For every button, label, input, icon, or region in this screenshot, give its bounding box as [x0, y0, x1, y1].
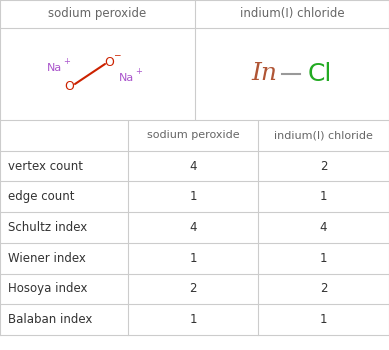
Text: Balaban index: Balaban index — [8, 313, 92, 326]
Text: 4: 4 — [189, 221, 197, 234]
Text: sodium peroxide: sodium peroxide — [147, 130, 239, 140]
Text: −: − — [113, 50, 121, 60]
Text: Na: Na — [47, 63, 63, 73]
Text: In: In — [251, 63, 277, 85]
Text: Hosoya index: Hosoya index — [8, 282, 88, 295]
Text: Wiener index: Wiener index — [8, 252, 86, 265]
Text: vertex count: vertex count — [8, 160, 83, 173]
Text: sodium peroxide: sodium peroxide — [48, 7, 147, 21]
Text: 1: 1 — [189, 313, 197, 326]
Text: 1: 1 — [189, 252, 197, 265]
Text: +: + — [135, 66, 142, 76]
Text: +: + — [63, 56, 70, 65]
Text: 4: 4 — [189, 160, 197, 173]
Text: O: O — [64, 79, 74, 92]
Text: 4: 4 — [320, 221, 327, 234]
Text: Schultz index: Schultz index — [8, 221, 87, 234]
Text: 2: 2 — [189, 282, 197, 295]
Text: 2: 2 — [320, 160, 327, 173]
Text: 2: 2 — [320, 282, 327, 295]
Text: indium(I) chloride: indium(I) chloride — [274, 130, 373, 140]
Text: O: O — [104, 56, 114, 69]
Text: 1: 1 — [189, 190, 197, 203]
Text: Na: Na — [119, 73, 135, 83]
Text: Cl: Cl — [308, 62, 332, 86]
Text: 1: 1 — [320, 190, 327, 203]
Text: indium(I) chloride: indium(I) chloride — [240, 7, 344, 21]
Text: edge count: edge count — [8, 190, 75, 203]
Text: 1: 1 — [320, 252, 327, 265]
Text: 1: 1 — [320, 313, 327, 326]
